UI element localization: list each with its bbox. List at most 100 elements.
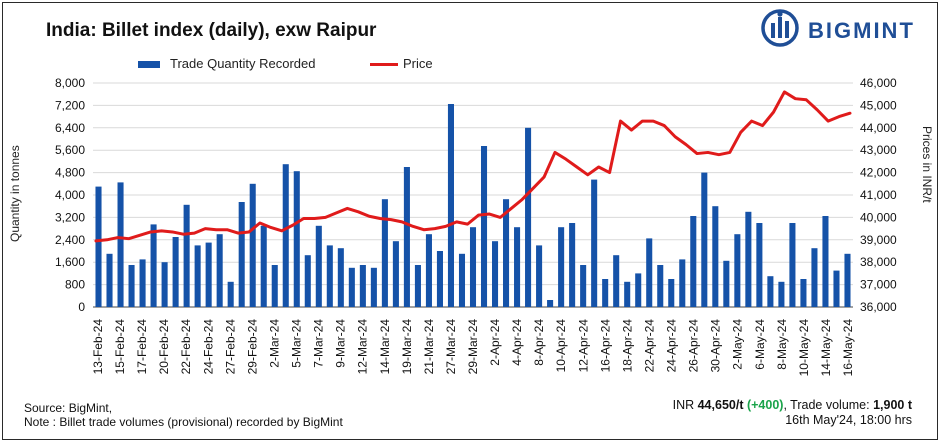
bar	[128, 265, 135, 307]
summary-change: (+400)	[746, 398, 784, 412]
bar	[348, 267, 355, 307]
bar	[271, 265, 278, 307]
bar	[602, 279, 609, 307]
y2-tick-label: 40,000	[860, 210, 897, 224]
bar	[723, 260, 730, 307]
x-tick-label: 7-Mar-24	[312, 319, 326, 368]
bar	[569, 223, 576, 307]
y-tick-label: 8,000	[55, 76, 85, 90]
y2-tick-label: 41,000	[860, 188, 897, 202]
x-tick-label: 10-May-24	[797, 319, 811, 377]
x-tick-label: 14-May-24	[819, 319, 833, 377]
y-tick-label: 1,600	[55, 255, 85, 269]
bar	[315, 225, 322, 307]
x-tick-label: 17-Feb-24	[135, 319, 149, 375]
x-tick-label: 22-Feb-24	[179, 319, 193, 375]
bar	[800, 279, 807, 307]
bar	[712, 206, 719, 307]
bar	[789, 223, 796, 307]
bar	[304, 255, 311, 307]
x-tick-label: 9-Mar-24	[334, 319, 348, 368]
bar	[117, 182, 124, 307]
summary-mid: , Trade volume:	[783, 398, 874, 412]
bar	[227, 281, 234, 307]
bar	[767, 276, 774, 307]
x-tick-label: 10-Apr-24	[554, 319, 568, 373]
bar	[392, 241, 399, 307]
y-tick-label: 5,600	[55, 143, 85, 157]
x-tick-label: 12-Mar-24	[356, 319, 370, 375]
bar	[514, 227, 521, 307]
bar	[657, 265, 664, 307]
bar	[668, 279, 675, 307]
summary-price: 44,650/t	[697, 398, 744, 412]
legend-bar-label: Trade Quantity Recorded	[170, 56, 316, 71]
summary-prefix: INR	[672, 398, 698, 412]
y-tick-label: 4,000	[55, 188, 85, 202]
bar	[359, 265, 366, 307]
legend-line-swatch	[370, 63, 398, 66]
y2-tick-label: 36,000	[860, 300, 897, 314]
y-tick-label: 6,400	[55, 121, 85, 135]
y2-tick-label: 45,000	[860, 98, 897, 112]
y-tick-label: 0	[78, 300, 85, 314]
bar	[370, 267, 377, 307]
x-tick-label: 19-Mar-24	[400, 319, 414, 375]
bar	[238, 202, 245, 307]
bar	[811, 248, 818, 307]
y-tick-label: 4,800	[55, 166, 85, 180]
bar	[161, 262, 168, 307]
bar	[150, 224, 157, 307]
bar	[503, 199, 510, 307]
source-text: Source: BigMint,	[24, 401, 113, 415]
bar	[547, 300, 554, 307]
bar	[844, 253, 851, 307]
bar	[822, 216, 829, 307]
bar	[580, 265, 587, 307]
bar	[282, 164, 289, 307]
bar	[381, 199, 388, 307]
y2-tick-label: 39,000	[860, 233, 897, 247]
x-tick-label: 24-Feb-24	[201, 319, 215, 375]
bar	[326, 245, 333, 307]
brand-logo: BIGMINT	[760, 8, 930, 48]
bar	[778, 281, 785, 307]
y2-tick-label: 42,000	[860, 166, 897, 180]
x-tick-label: 30-Apr-24	[709, 319, 723, 373]
bar	[701, 172, 708, 307]
bar	[492, 241, 499, 307]
bar	[591, 179, 598, 307]
y-tick-label: 800	[65, 278, 85, 292]
bar	[734, 234, 741, 307]
y2-tick-label: 43,000	[860, 143, 897, 157]
bar	[756, 223, 763, 307]
x-tick-label: 15-Feb-24	[113, 319, 127, 375]
x-tick-label: 13-Feb-24	[91, 319, 105, 375]
bar	[95, 186, 102, 307]
bar	[613, 255, 620, 307]
x-tick-label: 24-Apr-24	[665, 319, 679, 373]
bar	[536, 245, 543, 307]
x-tick-label: 16-Apr-24	[598, 319, 612, 373]
bar	[337, 248, 344, 307]
bar	[436, 251, 443, 307]
y2-tick-label: 37,000	[860, 278, 897, 292]
note-text: Note : Billet trade volumes (provisional…	[24, 415, 343, 429]
x-tick-label: 27-Mar-24	[444, 319, 458, 375]
y2-tick-label: 46,000	[860, 76, 897, 90]
bar	[679, 259, 686, 307]
bar	[469, 227, 477, 307]
y2-tick-label: 38,000	[860, 255, 897, 269]
bar	[833, 270, 840, 307]
bar	[249, 183, 256, 307]
bar	[183, 204, 190, 307]
x-tick-label: 8-Apr-24	[532, 319, 546, 366]
x-tick-label: 6-May-24	[753, 319, 767, 370]
y-tick-label: 3,200	[55, 210, 85, 224]
bar	[690, 216, 697, 307]
x-tick-label: 27-Feb-24	[223, 319, 237, 375]
y2-tick-label: 44,000	[860, 121, 897, 135]
bar	[403, 167, 410, 307]
